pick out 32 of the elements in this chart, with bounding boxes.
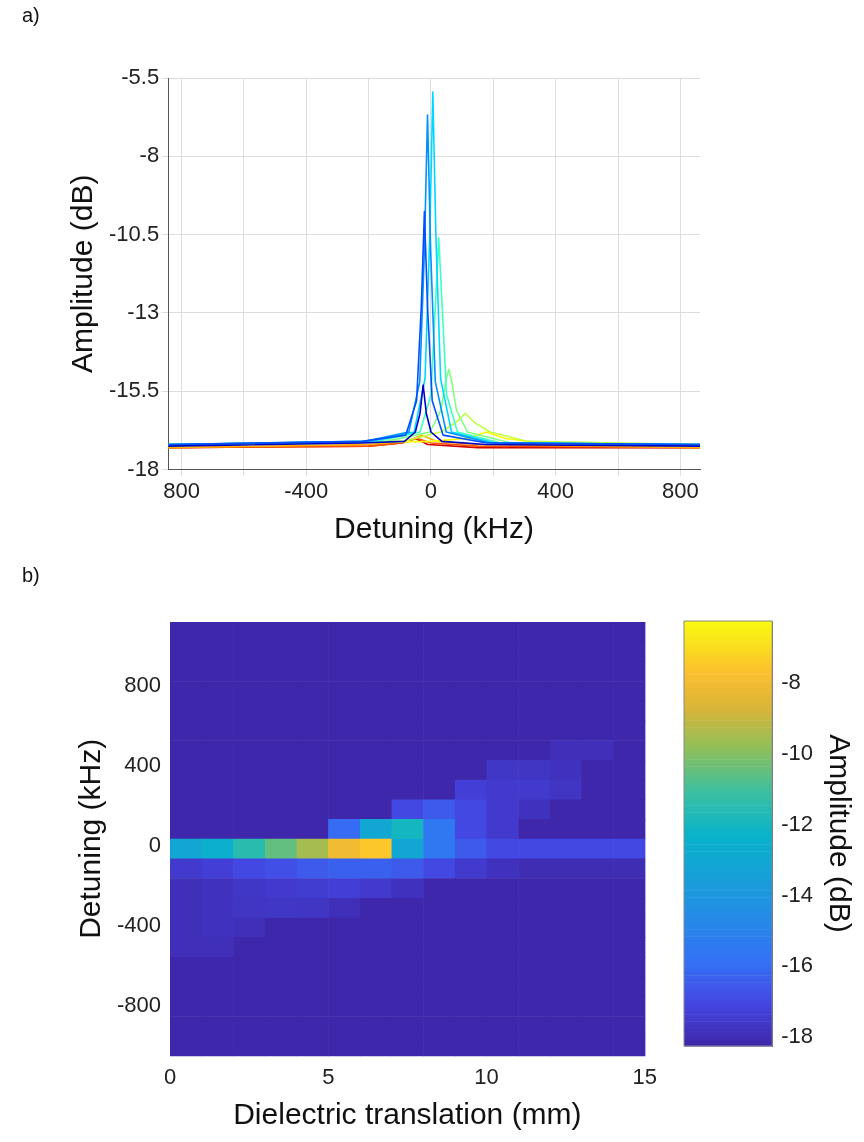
x-axis-title: Dielectric translation (mm) <box>233 1097 582 1131</box>
y-tick-label: 0 <box>148 831 162 857</box>
y-axis-title: Amplitude (dB) <box>65 174 99 374</box>
x-tick-label: 15 <box>632 1063 658 1089</box>
x-tick-label: 800 <box>662 477 699 503</box>
x-tick-label: 0 <box>424 477 438 503</box>
y-tick-label: -8 <box>139 142 160 168</box>
y-tick-label: -18 <box>127 455 160 481</box>
y-tick-label: -13 <box>127 299 160 325</box>
y-tick-label: 400 <box>124 751 162 777</box>
y-tick-label: -400 <box>116 911 162 937</box>
color-bar-label: -14 <box>781 881 813 907</box>
text: b) <box>22 564 40 587</box>
color-bar-label: -18 <box>781 1023 813 1049</box>
y-tick-label: -15.5 <box>108 377 160 403</box>
color-bar-title: Amplitude (dB) <box>823 734 857 933</box>
x-axis-title: Detuning (kHz) <box>334 511 535 545</box>
text: a) <box>22 4 40 27</box>
x-tick-label: 800 <box>163 477 200 503</box>
y-tick-label: -10.5 <box>108 220 160 246</box>
y-tick-label: -5.5 <box>121 64 160 90</box>
color-bar-label: -12 <box>781 810 813 836</box>
color-bar-label: -8 <box>781 669 801 695</box>
color-bar-label: -10 <box>781 739 813 765</box>
color-bar-label: -16 <box>781 952 813 978</box>
x-tick-label: 10 <box>474 1063 499 1089</box>
y-axis-title: Detuning (kHz) <box>73 738 107 939</box>
x-tick-label: -400 <box>284 477 329 503</box>
x-tick-label: 5 <box>322 1063 335 1089</box>
y-tick-label: -800 <box>116 991 162 1017</box>
y-tick-label: 800 <box>124 672 162 697</box>
x-tick-label: 400 <box>537 477 575 503</box>
